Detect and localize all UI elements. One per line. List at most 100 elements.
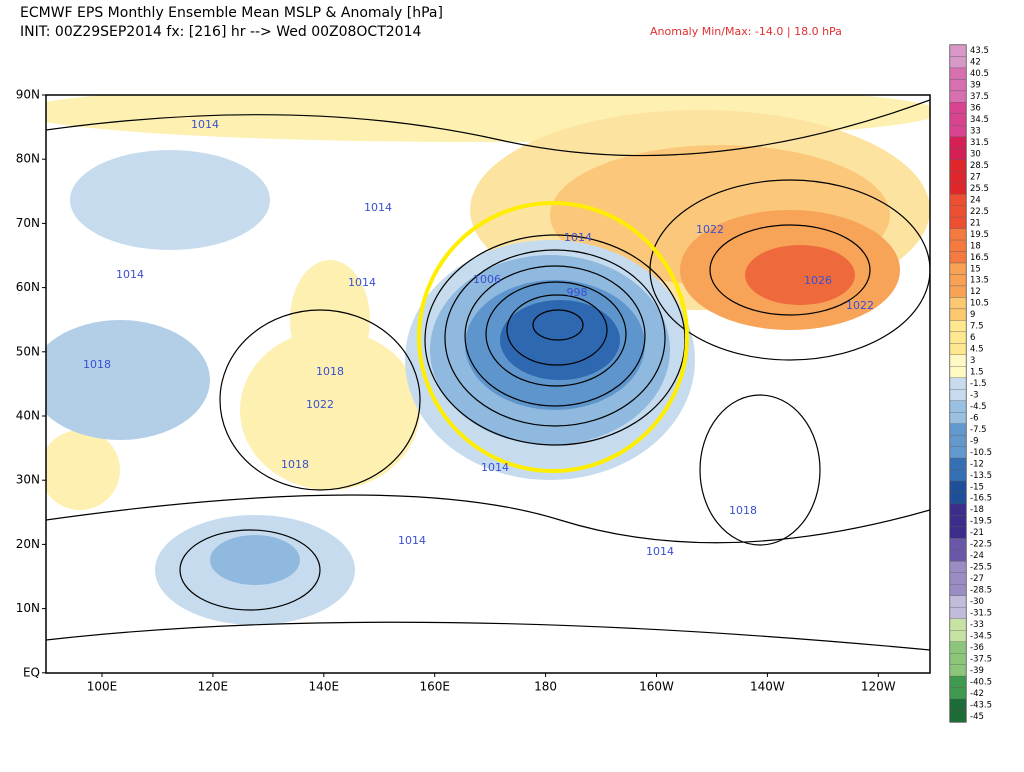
colorbar-label: -31.5	[970, 608, 992, 618]
colorbar-swatch	[949, 607, 967, 619]
colorbar-swatch	[949, 503, 967, 516]
lon-label: 120E	[198, 680, 229, 694]
colorbar-swatch	[949, 412, 967, 424]
colorbar-label: -36	[970, 643, 984, 653]
colorbar-label: -30	[970, 597, 984, 607]
lat-label: 40N	[16, 409, 40, 423]
contour-label: 1014	[348, 276, 376, 289]
colorbar-swatch	[949, 251, 967, 264]
colorbar-label: 43.5	[970, 46, 989, 56]
colorbar-label: 37.5	[970, 92, 989, 102]
colorbar-swatch	[949, 274, 967, 287]
colorbar-swatch	[949, 710, 967, 723]
colorbar-label: -28.5	[970, 586, 992, 596]
colorbar-swatch	[949, 148, 967, 160]
colorbar-label: 33	[970, 127, 981, 137]
lon-label: 160W	[639, 680, 674, 694]
colorbar-label: 4.5	[970, 345, 984, 355]
colorbar-swatch	[949, 320, 967, 333]
colorbar-label: -27	[970, 574, 984, 584]
colorbar-label: -22.5	[970, 540, 992, 550]
lat-label: 30N	[16, 473, 40, 487]
lat-label: 70N	[16, 216, 40, 230]
map	[46, 95, 930, 673]
colorbar-swatch	[949, 653, 967, 665]
colorbar-label: -6	[970, 413, 978, 423]
colorbar-swatch	[949, 331, 967, 344]
contour-label: 1014	[191, 118, 219, 131]
colorbar-label: 18	[970, 241, 981, 251]
colorbar-label: -4.5	[970, 402, 987, 412]
colorbar-swatch	[949, 469, 967, 482]
colorbar-label: 9	[970, 310, 975, 320]
colorbar-swatch	[949, 308, 967, 321]
colorbar-label: 22.5	[970, 207, 989, 217]
colorbar-label: -45	[970, 712, 984, 722]
colorbar-label: -7.5	[970, 425, 987, 435]
colorbar-swatch	[949, 538, 967, 551]
init-line: INIT: 00Z29SEP2014 fx: [216] hr --> Wed …	[20, 24, 421, 40]
colorbar-swatch	[949, 239, 967, 252]
colorbar-swatch	[949, 205, 967, 218]
lat-label: 10N	[16, 601, 40, 615]
colorbar-label: -42	[970, 689, 984, 699]
colorbar-swatch	[949, 698, 967, 711]
colorbar-swatch	[949, 262, 967, 275]
lon-label: 100E	[87, 680, 118, 694]
colorbar-label: -40.5	[970, 677, 992, 687]
colorbar-swatch	[949, 630, 967, 642]
colorbar-label: 3	[970, 356, 975, 366]
colorbar-label: 16.5	[970, 253, 989, 263]
colorbar-label: 15	[970, 264, 981, 274]
colorbar-swatch	[949, 113, 967, 126]
colorbar-swatch	[949, 159, 967, 172]
colorbar-swatch	[949, 377, 967, 390]
colorbar-label: -15	[970, 482, 984, 492]
colorbar-swatch	[949, 584, 967, 596]
contour-label: 998	[567, 286, 588, 299]
colorbar-label: -10.5	[970, 448, 992, 458]
colorbar-swatch	[949, 44, 967, 57]
colorbar-label: -1.5	[970, 379, 987, 389]
colorbar-label: 19.5	[970, 230, 989, 240]
colorbar-swatch	[949, 515, 967, 528]
colorbar-label: -16.5	[970, 494, 992, 504]
colorbar-swatch	[949, 297, 967, 310]
colorbar-swatch	[949, 434, 967, 447]
colorbar-swatch	[949, 228, 967, 241]
colorbar-label: -43.5	[970, 700, 992, 710]
colorbar-label: 34.5	[970, 115, 989, 125]
contour-label: 1014	[646, 545, 674, 558]
lat-label: 80N	[16, 152, 40, 166]
colorbar-swatch	[949, 526, 967, 539]
contour-label: 1018	[729, 504, 757, 517]
contour-label: 1022	[306, 398, 334, 411]
colorbar-swatch	[949, 423, 967, 436]
colorbar-swatch	[949, 216, 967, 229]
colorbar-swatch	[949, 561, 967, 573]
colorbar-swatch	[949, 136, 967, 149]
colorbar-swatch	[949, 171, 967, 183]
colorbar-swatch	[949, 675, 967, 688]
colorbar-swatch	[949, 400, 967, 413]
lon-label: 140E	[309, 680, 340, 694]
colorbar-label: 25.5	[970, 184, 989, 194]
colorbar-swatch	[949, 480, 967, 493]
colorbar-swatch	[949, 641, 967, 654]
colorbar-label: -37.5	[970, 654, 992, 664]
colorbar-label: 24	[970, 195, 981, 205]
contour-label: 1014	[364, 201, 392, 214]
colorbar-swatch	[949, 572, 967, 585]
colorbar-swatch	[949, 102, 967, 114]
colorbar-label: -3	[970, 390, 978, 400]
colorbar-label: 40.5	[970, 69, 989, 79]
lat-label: 20N	[16, 537, 40, 551]
colorbar-swatch	[949, 354, 967, 367]
colorbar-label: 10.5	[970, 299, 989, 309]
colorbar-swatch	[949, 446, 967, 459]
colorbar-label: -33	[970, 620, 984, 630]
colorbar-swatch	[949, 343, 967, 355]
colorbar-label: -13.5	[970, 471, 992, 481]
colorbar-swatch	[949, 285, 967, 298]
contour-label: 1018	[83, 358, 111, 371]
